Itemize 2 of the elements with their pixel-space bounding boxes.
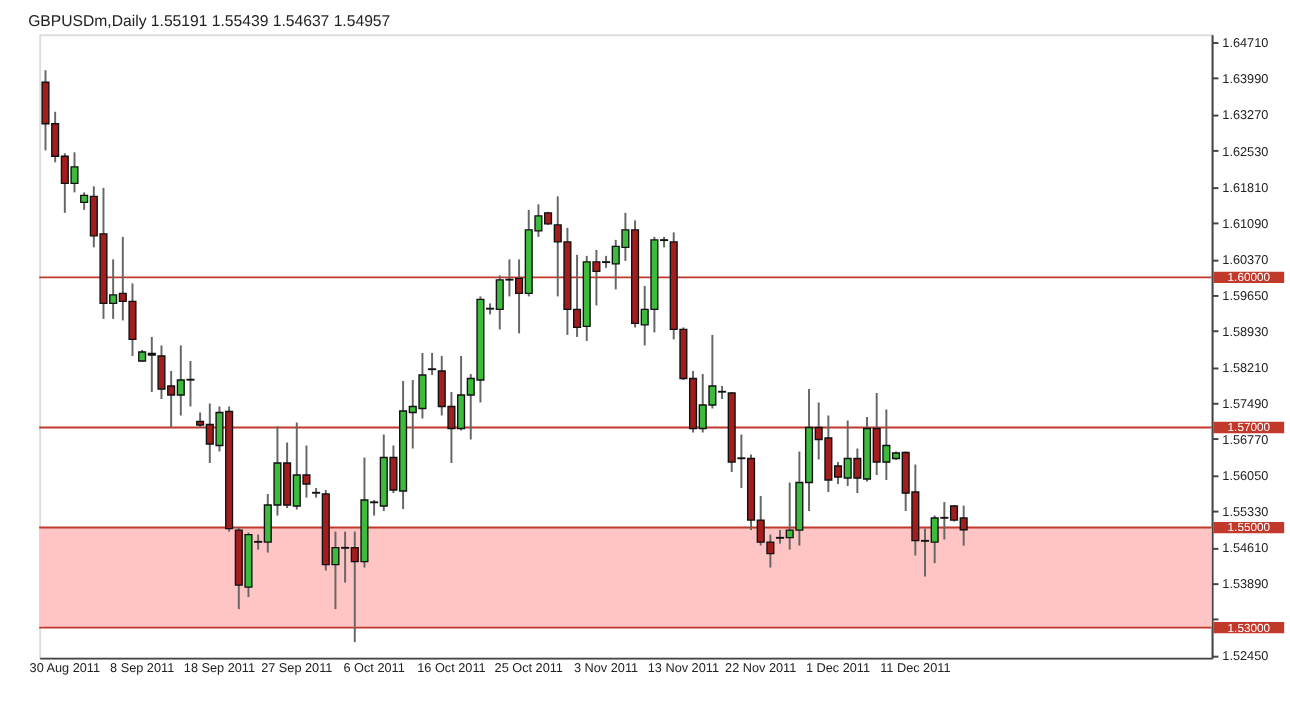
candlestick: [428, 351, 437, 376]
chart-title: GBPUSDm,Daily 1.55191 1.55439 1.54637 1.54957: [28, 12, 391, 31]
